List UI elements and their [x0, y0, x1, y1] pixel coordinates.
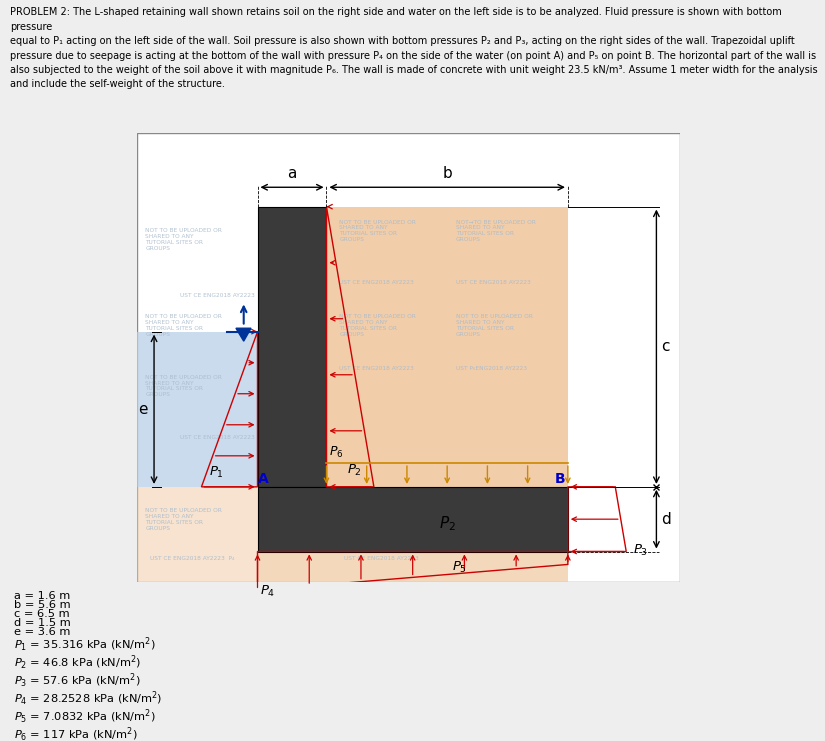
Text: UST CE ENG2018 AY2223: UST CE ENG2018 AY2223: [339, 280, 414, 285]
Text: PROBLEM 2: The L-shaped retaining wall shown retains soil on the right side and : PROBLEM 2: The L-shaped retaining wall s…: [10, 7, 818, 90]
Text: e = 3.6 m: e = 3.6 m: [15, 627, 71, 637]
Text: UST CE ENG2018 AY2223: UST CE ENG2018 AY2223: [455, 280, 530, 285]
Text: a: a: [287, 166, 297, 181]
Text: UST P₆ENG2018 AY2223: UST P₆ENG2018 AY2223: [455, 366, 527, 371]
Bar: [257, 207, 327, 487]
Text: NOT TO BE UPLOADED OR
SHARED TO ANY
TUTORIAL SITES OR
GROUPS: NOT TO BE UPLOADED OR SHARED TO ANY TUTO…: [145, 228, 222, 250]
Text: UST CE ENG2018 AY2223: UST CE ENG2018 AY2223: [180, 293, 255, 298]
Text: d = 1.5 m: d = 1.5 m: [15, 618, 71, 628]
Text: $P_5$: $P_5$: [452, 560, 467, 575]
Text: $P_3$ = 57.6 kPa (kN/m$^2$): $P_3$ = 57.6 kPa (kN/m$^2$): [15, 672, 141, 690]
Text: a = 1.6 m: a = 1.6 m: [15, 591, 71, 601]
Text: $P_2$: $P_2$: [347, 463, 362, 478]
Text: NOT TO BE UPLOADED OR
SHARED TO ANY
TUTORIAL SITES OR
GROUPS: NOT TO BE UPLOADED OR SHARED TO ANY TUTO…: [145, 314, 222, 337]
Text: NOT TO BE UPLOADED OR
SHARED TO ANY
TUTORIAL SITES OR
GROUPS: NOT TO BE UPLOADED OR SHARED TO ANY TUTO…: [344, 508, 421, 531]
Text: UST CE ENG2018 AY2223  P₄: UST CE ENG2018 AY2223 P₄: [149, 556, 234, 561]
Text: $P_2$: $P_2$: [439, 514, 455, 533]
Text: NOT TO BE UPLOADED OR
SHARED TO ANY
TUTORIAL SITES OR
GROUPS: NOT TO BE UPLOADED OR SHARED TO ANY TUTO…: [145, 508, 222, 531]
Text: UST CE ENG2018 AY2223: UST CE ENG2018 AY2223: [344, 556, 418, 561]
Text: $P_4$ = 28.2528 kPa (kN/m$^2$): $P_4$ = 28.2528 kPa (kN/m$^2$): [15, 690, 163, 708]
Text: A: A: [258, 471, 269, 485]
Bar: [257, 551, 568, 582]
Text: NOT TO BE UPLOADED OR
SHARED TO ANY
TUTORIAL SITES OR
GROUPS: NOT TO BE UPLOADED OR SHARED TO ANY TUTO…: [455, 314, 533, 337]
Text: $P_4$: $P_4$: [260, 584, 275, 599]
Text: NOT TO BE UPLOADED OR
SHARED TO ANY
TUTORIAL SITES OR
GROUPS: NOT TO BE UPLOADED OR SHARED TO ANY TUTO…: [339, 314, 417, 337]
Text: UST CE ENG2018 AY2223  P₄: UST CE ENG2018 AY2223 P₄: [180, 435, 264, 440]
Bar: [137, 487, 257, 582]
Bar: [137, 332, 257, 487]
Bar: [257, 487, 568, 551]
Text: b: b: [442, 166, 452, 181]
Text: e: e: [138, 402, 148, 416]
Text: c = 6.5 m: c = 6.5 m: [15, 609, 70, 619]
Text: $P_6$: $P_6$: [328, 445, 343, 459]
Text: b = 5.6 m: b = 5.6 m: [15, 600, 71, 611]
Bar: [327, 207, 568, 487]
Text: B: B: [555, 471, 566, 485]
Text: NOT TO BE UPLOADED OR
SHARED TO ANY
TUTORIAL SITES OR
GROUPS: NOT TO BE UPLOADED OR SHARED TO ANY TUTO…: [145, 375, 222, 397]
Text: $P_2$ = 46.8 kPa (kN/m$^2$): $P_2$ = 46.8 kPa (kN/m$^2$): [15, 654, 142, 672]
Text: $P_6$ = 117 kPa (kN/m$^2$): $P_6$ = 117 kPa (kN/m$^2$): [15, 725, 138, 741]
Text: NOT→TO BE UPLOADED OR
SHARED TO ANY
TUTORIAL SITES OR
GROUPS: NOT→TO BE UPLOADED OR SHARED TO ANY TUTO…: [455, 219, 535, 242]
Text: $P_5$ = 7.0832 kPa (kN/m$^2$): $P_5$ = 7.0832 kPa (kN/m$^2$): [15, 708, 156, 726]
Text: NOT TO BE UPLOADED OR
SHARED TO ANY
TUTORIAL SITES OR
GROUPS: NOT TO BE UPLOADED OR SHARED TO ANY TUTO…: [339, 219, 417, 242]
Polygon shape: [236, 328, 251, 341]
Text: $P_1$ = 35.316 kPa (kN/m$^2$): $P_1$ = 35.316 kPa (kN/m$^2$): [15, 636, 156, 654]
Text: $P_1$: $P_1$: [209, 465, 224, 480]
Text: c: c: [662, 339, 670, 354]
Text: d: d: [662, 512, 672, 527]
Text: UST CE ENG2018 AY2223: UST CE ENG2018 AY2223: [339, 366, 414, 371]
Text: $P_3$: $P_3$: [633, 542, 648, 558]
